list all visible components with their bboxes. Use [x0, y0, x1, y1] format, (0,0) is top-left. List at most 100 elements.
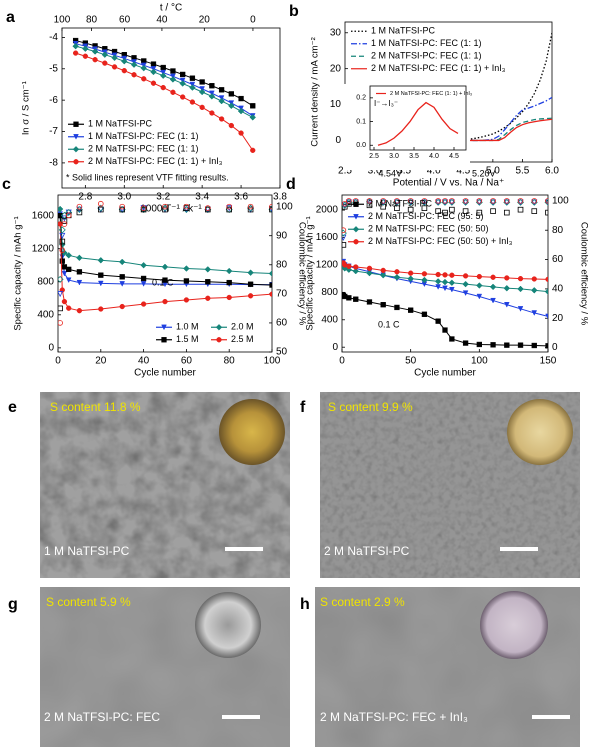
- marker: [98, 306, 104, 312]
- y-axis-label: Specific capacity / mAh g⁻¹: [305, 216, 316, 330]
- marker: [342, 234, 347, 241]
- legend-label: 2 M NaTFSI-PC: FEC (1: 1) + InI₃: [371, 63, 506, 73]
- plot-area: [72, 37, 257, 154]
- marker: [209, 110, 215, 116]
- marker: [238, 130, 244, 136]
- x2-tick-label: 100: [54, 15, 71, 26]
- image-label: 1 M NaTFSI-PC: [44, 544, 130, 558]
- marker: [269, 291, 272, 297]
- y2-axis-label: Coulombic efficiency / %: [296, 222, 307, 326]
- marker: [394, 205, 400, 212]
- marker: [65, 252, 72, 259]
- marker: [61, 215, 68, 222]
- marker: [228, 91, 234, 97]
- y2-axis-label: Coulombic efficiency / %: [578, 222, 589, 326]
- y2-tick-label: 50: [276, 347, 288, 358]
- marker: [421, 205, 428, 212]
- marker: [366, 198, 373, 204]
- marker: [98, 272, 104, 278]
- marker: [76, 203, 83, 210]
- marker: [198, 88, 206, 96]
- marker: [98, 206, 104, 213]
- y-tick-label: 0: [332, 342, 338, 353]
- marker: [435, 208, 441, 214]
- y-tick-label: -5: [49, 63, 58, 74]
- marker: [476, 293, 483, 300]
- sem-panel: f S content 9.9 % 2 M NaTFSI-PC: [300, 392, 580, 578]
- marker: [160, 64, 166, 71]
- marker: [517, 275, 524, 282]
- marker: [490, 274, 496, 280]
- x-tick-label: 3.0: [389, 153, 399, 160]
- y-tick-label: 1200: [32, 243, 55, 254]
- marker: [247, 203, 254, 210]
- x-tick-label: 3.0: [368, 166, 382, 177]
- marker: [442, 198, 448, 204]
- marker: [442, 285, 448, 292]
- marker: [82, 45, 89, 52]
- legend-label: 2 M NaTFSI-PC: FEC (1: 1): [371, 51, 482, 61]
- marker: [216, 337, 222, 343]
- marker: [218, 116, 225, 122]
- y-tick-label: 0.2: [356, 95, 366, 102]
- marker: [393, 198, 401, 206]
- marker: [140, 275, 147, 282]
- marker: [476, 341, 482, 348]
- y-tick-label: 800: [37, 276, 54, 287]
- marker: [434, 278, 442, 285]
- marker: [228, 122, 234, 129]
- plot-area: [377, 101, 459, 146]
- marker: [449, 272, 455, 278]
- marker: [92, 57, 98, 63]
- marker: [475, 198, 483, 206]
- image-label: 2 M NaTFSI-PC: FEC + InI₃: [320, 710, 468, 724]
- marker: [476, 198, 483, 204]
- marker: [183, 278, 190, 284]
- marker: [434, 198, 442, 206]
- marker: [247, 269, 254, 276]
- y2-tick-label: 0: [552, 342, 558, 353]
- x-tick-label: 20: [95, 356, 107, 367]
- marker: [97, 257, 105, 264]
- x-tick-label: 2.5: [369, 153, 379, 160]
- marker: [66, 266, 72, 273]
- marker: [353, 264, 359, 270]
- marker: [462, 280, 469, 288]
- marker: [421, 198, 428, 204]
- marker: [531, 198, 538, 204]
- marker: [209, 83, 215, 89]
- marker: [121, 58, 128, 65]
- marker: [82, 53, 89, 59]
- marker: [204, 206, 211, 213]
- marker: [394, 269, 400, 275]
- marker: [159, 72, 167, 79]
- legend-label: 2 M NaTFSI-PC: FEC (1: 1) + InI₃: [390, 91, 472, 97]
- marker: [58, 320, 63, 326]
- x-tick-label: 3.2: [156, 192, 170, 203]
- scale-bar: [532, 715, 570, 719]
- marker: [476, 209, 483, 216]
- marker: [476, 273, 482, 280]
- marker: [131, 72, 137, 78]
- marker: [545, 209, 548, 216]
- x-tick-label: 5.0: [486, 166, 500, 177]
- marker: [268, 206, 272, 213]
- marker: [442, 209, 448, 216]
- marker: [490, 198, 496, 204]
- marker: [462, 290, 469, 296]
- marker: [442, 327, 448, 333]
- annotation: 0.1 C: [152, 277, 174, 287]
- marker: [61, 298, 68, 305]
- x-tick-label: 50: [405, 356, 417, 367]
- y2-tick-label: 100: [552, 196, 569, 207]
- marker: [503, 198, 511, 206]
- x-axis-label: Cycle number: [414, 368, 476, 379]
- marker: [119, 281, 126, 287]
- x-axis-label: Cycle number: [134, 368, 196, 379]
- scale-bar: [222, 715, 260, 719]
- marker: [503, 302, 510, 308]
- scale-bar: [500, 547, 538, 551]
- y-tick-label: 0: [48, 343, 54, 354]
- legend-label: 1 M NaTFSI-PC: FEC (1: 1): [88, 131, 199, 141]
- legend-label: 1.5 M: [176, 334, 199, 344]
